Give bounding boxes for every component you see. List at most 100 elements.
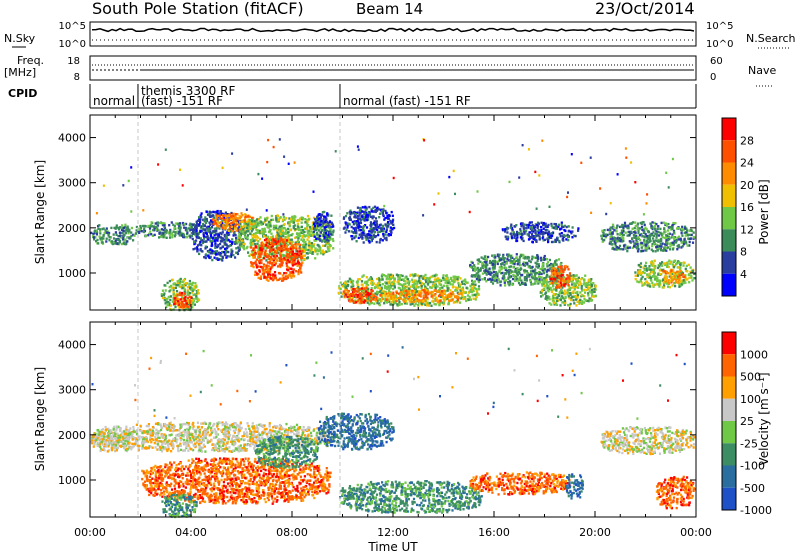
range-cell — [144, 225, 147, 228]
range-cell — [390, 210, 393, 214]
range-cell — [316, 233, 319, 236]
range-cell — [117, 226, 120, 230]
range-cell — [181, 280, 184, 284]
range-cell — [203, 256, 206, 259]
range-cell — [460, 280, 464, 284]
range-cell — [430, 292, 433, 295]
range-cell — [213, 256, 216, 259]
freq-label-1: Freq. — [17, 54, 44, 67]
range-cell — [100, 236, 104, 240]
range-cell — [217, 212, 221, 215]
range-cell — [406, 281, 409, 284]
range-cell — [485, 258, 488, 261]
freq-panel-frame — [89, 55, 697, 81]
range-cell — [367, 287, 370, 290]
range-cell — [283, 277, 286, 281]
range-cell — [215, 250, 219, 253]
range-cell — [251, 222, 254, 225]
range-cell — [565, 277, 568, 280]
range-cell — [502, 253, 505, 257]
range-cell — [510, 236, 514, 239]
range-cell — [205, 221, 208, 225]
range-cell — [458, 285, 461, 289]
range-cell — [237, 241, 240, 244]
range-cell — [285, 277, 288, 281]
range-cell — [378, 303, 381, 307]
range-cell — [425, 294, 428, 297]
range-cell — [511, 256, 514, 259]
range-cell — [533, 278, 536, 281]
range-cell — [575, 295, 578, 299]
range-cell — [246, 223, 250, 226]
range-cell — [422, 283, 426, 286]
range-cell — [384, 209, 387, 213]
range-cell — [287, 266, 290, 270]
range-cell — [407, 283, 411, 286]
range-cell — [422, 275, 425, 278]
range-cell — [154, 222, 157, 225]
range-cell — [523, 231, 526, 234]
range-cell — [516, 267, 519, 270]
range-cell — [561, 268, 564, 271]
range-cell — [215, 227, 218, 230]
range-cell — [297, 228, 300, 232]
range-cell — [339, 281, 342, 284]
range-cell — [496, 275, 499, 278]
range-cell — [162, 293, 166, 297]
range-cell — [490, 280, 493, 283]
range-cell — [257, 224, 260, 227]
range-cell — [117, 228, 121, 231]
range-cell — [412, 292, 416, 295]
range-cell — [113, 242, 116, 245]
range-cell — [580, 301, 583, 304]
range-cell — [568, 272, 572, 275]
range-cell — [170, 284, 173, 288]
range-cell — [395, 296, 398, 299]
range-cell — [561, 270, 564, 273]
range-cell — [269, 255, 273, 259]
range-cell — [214, 244, 217, 247]
range-cell — [165, 228, 168, 232]
range-cell — [503, 279, 506, 282]
range-cell — [384, 275, 387, 278]
range-cell — [470, 286, 473, 290]
range-cell — [452, 293, 455, 296]
range-cell — [184, 299, 187, 302]
range-cell — [385, 238, 388, 242]
range-cell — [452, 285, 455, 289]
range-cell — [254, 232, 257, 235]
range-cell — [582, 301, 586, 304]
range-cell — [441, 294, 444, 298]
range-cell — [165, 305, 168, 308]
range-cell — [534, 271, 537, 275]
range-cell — [215, 233, 218, 236]
range-cell — [546, 296, 549, 299]
range-cell — [487, 255, 490, 259]
range-cell — [409, 285, 412, 288]
range-cell — [417, 281, 420, 284]
range-cell — [248, 227, 251, 230]
range-cell — [484, 266, 488, 269]
range-cell — [212, 223, 215, 226]
range-cell — [218, 235, 221, 239]
range-cell — [365, 216, 368, 219]
range-cell — [397, 292, 400, 295]
range-cell — [331, 237, 334, 241]
range-cell — [228, 227, 231, 231]
range-cell — [261, 222, 265, 226]
range-cell — [283, 243, 287, 246]
range-cell — [279, 252, 282, 255]
range-cell — [211, 258, 214, 262]
range-cell — [189, 299, 192, 302]
range-cell — [255, 273, 258, 276]
range-cell — [393, 286, 396, 289]
range-cell — [180, 291, 184, 295]
range-cell — [252, 240, 255, 243]
range-cell — [542, 271, 546, 275]
range-cell — [441, 286, 444, 289]
range-cell — [441, 276, 445, 280]
range-cell — [445, 294, 448, 297]
range-cell — [480, 256, 483, 259]
range-cell — [289, 242, 292, 245]
range-cell — [269, 267, 272, 271]
